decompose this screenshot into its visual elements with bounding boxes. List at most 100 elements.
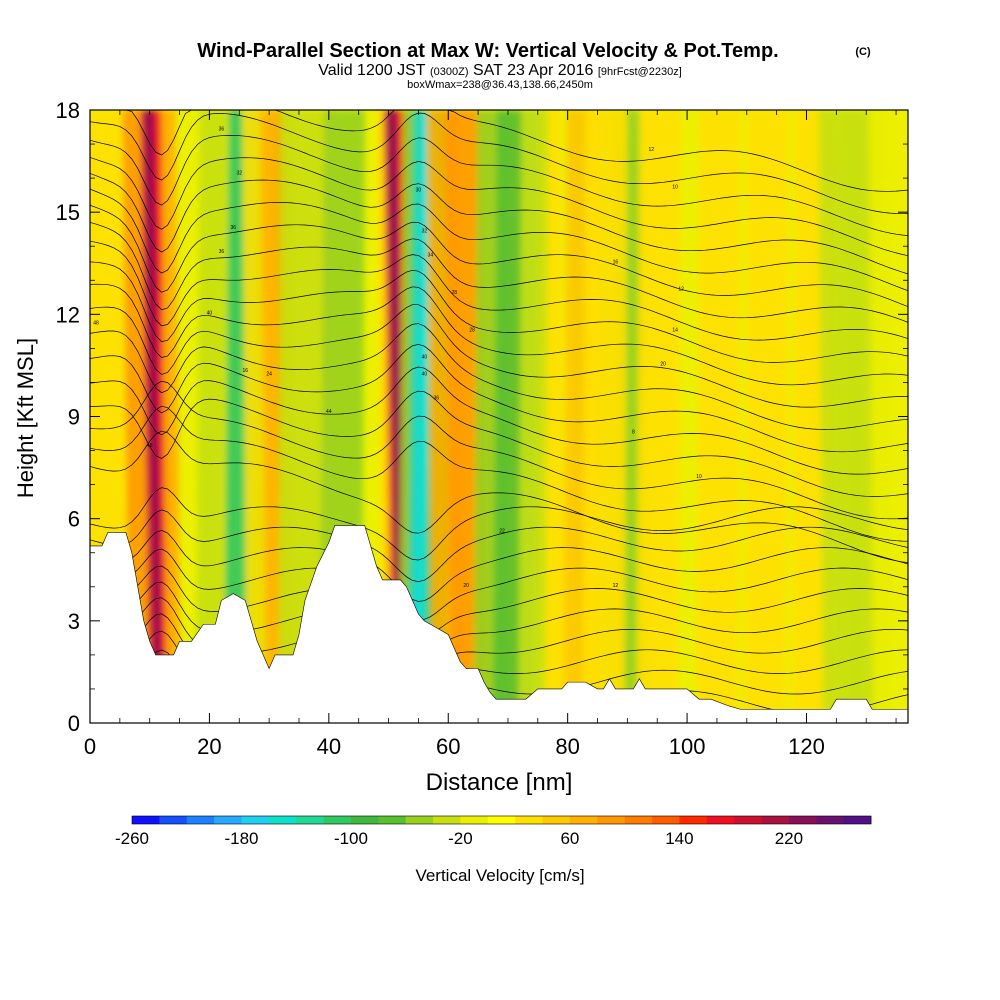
x-tick-label: 40: [317, 734, 341, 759]
theta-label: 16: [242, 368, 248, 374]
w-cell: [869, 110, 895, 723]
x-tick-label: 60: [436, 734, 460, 759]
theta-contour: [90, 487, 908, 561]
theta-label: 48: [147, 443, 153, 449]
colorbar-tick-label: -180: [224, 829, 258, 848]
colorbar-swatch: [843, 816, 872, 824]
colorbar-swatch: [679, 816, 708, 824]
theta-label: 20: [660, 361, 666, 367]
theta-contour: [90, 222, 908, 323]
x-tick-label: 100: [669, 734, 706, 759]
colorbar-swatch: [816, 816, 845, 824]
theta-label: 20: [463, 583, 469, 589]
chart-title-mark: (C): [855, 46, 871, 58]
colorbar-swatch: [433, 816, 461, 824]
colorbar-swatch: [214, 816, 242, 824]
theta-contour: [90, 283, 908, 386]
theta-label: 28: [451, 290, 457, 296]
colorbar-tick-label: -100: [334, 829, 368, 848]
colorbar-frame: [131, 815, 872, 825]
vertical-velocity-field: [90, 110, 895, 723]
theta-label: 32: [422, 229, 428, 235]
colorbar-swatch: [241, 816, 270, 824]
theta-contour: [90, 240, 908, 341]
theta-contour: [90, 304, 908, 408]
subtitle-utc: (0300Z): [430, 66, 469, 78]
theta-label: 40: [422, 355, 428, 361]
theta-label: 30: [416, 188, 422, 194]
theta-label: 36: [231, 225, 237, 231]
theta-label: 8: [632, 430, 635, 436]
colorbar-swatch: [460, 816, 489, 824]
colorbar-swatch: [378, 816, 407, 824]
colorbar-swatch: [132, 816, 160, 824]
colorbar-swatch: [569, 816, 598, 824]
colorbar-swatch: [350, 816, 379, 824]
theta-label: 40: [207, 310, 213, 316]
theta-label: 28: [469, 327, 475, 333]
w-cell: [518, 110, 549, 723]
y-tick-label: 6: [68, 507, 80, 532]
x-tick-label: 20: [197, 734, 221, 759]
y-tick-label: 18: [56, 98, 80, 123]
colorbar-swatch: [542, 816, 571, 824]
theta-contour: [90, 110, 908, 192]
colorbar-swatch: [652, 816, 680, 824]
x-tick-label: 80: [555, 734, 579, 759]
colorbar-swatch: [624, 816, 653, 824]
theta-contour: [90, 173, 908, 275]
colorbar-swatch: [186, 816, 215, 824]
theta-contour: [90, 390, 908, 497]
w-cell: [278, 110, 323, 723]
theta-label: 36: [219, 249, 225, 255]
theta-label: 14: [672, 327, 678, 333]
theta-label: 36: [219, 126, 225, 132]
x-tick-label: 0: [84, 734, 96, 759]
theta-contour: [90, 366, 908, 475]
colorbar-swatch: [597, 816, 626, 824]
theta-contour: [90, 112, 908, 215]
theta-label: 32: [236, 171, 242, 177]
colorbar-swatch: [788, 816, 817, 824]
theta-label: 44: [326, 409, 332, 415]
colorbar-tick-label: -20: [448, 829, 473, 848]
theta-label: 34: [428, 252, 434, 258]
y-tick-label: 0: [68, 711, 80, 736]
theta-label: 10: [696, 474, 702, 480]
theta-contour: [90, 430, 908, 563]
theta-contour: [90, 344, 908, 453]
theta-label: 16: [613, 259, 619, 265]
w-band-8: [473, 110, 549, 723]
theta-label: 12: [613, 583, 619, 589]
y-tick-label: 3: [68, 609, 80, 634]
colorbar: -260 -180 -100 -20 60 140 220: [115, 815, 872, 848]
w-cell: [696, 110, 741, 723]
x-tick-label: 120: [788, 734, 825, 759]
w-band-11: [818, 110, 895, 723]
colorbar-swatch: [706, 816, 735, 824]
terrain-mask: [90, 525, 908, 723]
theta-contour: [90, 204, 908, 307]
theta-contour: [90, 548, 908, 620]
colorbar-tick-label: 140: [665, 829, 693, 848]
plot-area: 48 48 40 36 36 32 36 16 24 44 40 40 36 32 34 30 28 28 22 20…: [90, 110, 908, 723]
w-cell: [743, 110, 789, 723]
colorbar-swatch: [296, 816, 324, 824]
colorbar-swatch: [405, 816, 434, 824]
theta-label: 10: [672, 184, 678, 190]
y-tick-label: 9: [68, 405, 80, 430]
theta-contour: [90, 188, 908, 292]
theta-contour: [90, 405, 908, 542]
w-cell: [582, 110, 628, 723]
colorbar-swatch: [323, 816, 352, 824]
theta-label: 12: [648, 147, 654, 153]
colorbar-swatch: [515, 816, 543, 824]
colorbar-swatch: [761, 816, 790, 824]
y-axis-label: Height [Kft MSL]: [13, 338, 38, 498]
colorbar-swatch: [734, 816, 762, 824]
theta-label: 24: [266, 372, 272, 378]
w-cell: [160, 110, 182, 723]
subtitle-forecast: [9hrFcst@2230z]: [598, 66, 682, 78]
